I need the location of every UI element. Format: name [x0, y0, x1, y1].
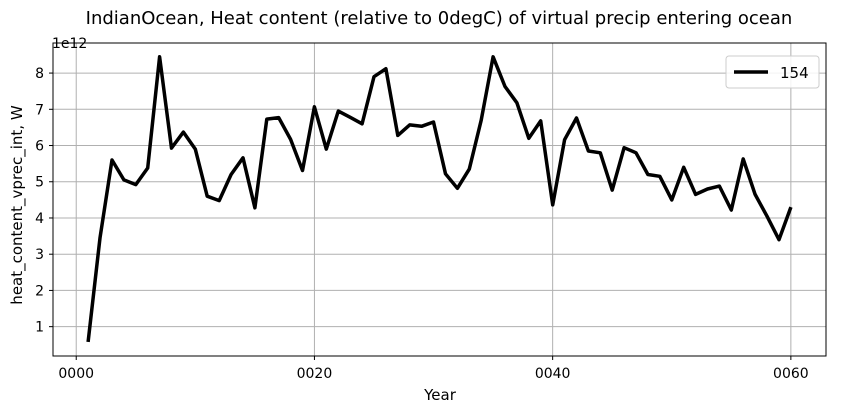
y-tick-label: 5 [35, 175, 44, 191]
legend: 154 [725, 55, 820, 89]
y-axis-label: heat_content_vprec_int, W [8, 105, 27, 305]
chart-title: IndianOcean, Heat content (relative to 0… [86, 8, 793, 29]
x-tick-label: 0020 [297, 366, 333, 382]
y-axis: 1 2 3 4 5 6 7 8 [35, 66, 53, 336]
x-axis-label: Year [423, 386, 457, 404]
x-tick-label: 0000 [58, 366, 94, 382]
x-tick-label: 0040 [535, 366, 571, 382]
y-tick-label: 2 [35, 283, 44, 299]
series-layer [86, 55, 793, 343]
series-line-154 [86, 55, 793, 343]
y-tick-label: 8 [35, 66, 44, 82]
plot-frame [52, 42, 827, 357]
legend-entry: 154 [780, 64, 809, 82]
legend-box [725, 55, 820, 89]
y-offset-label: 1e12 [52, 36, 87, 52]
y-tick-label: 6 [35, 139, 44, 155]
x-tick-label: 0060 [773, 366, 809, 382]
x-axis: 0000 0020 0040 0060 [58, 356, 809, 382]
y-tick-label: 1 [35, 320, 44, 336]
y-tick-label: 4 [35, 211, 44, 227]
y-tick-label: 3 [35, 247, 44, 263]
y-tick-label: 7 [35, 102, 44, 118]
grid [53, 43, 826, 356]
